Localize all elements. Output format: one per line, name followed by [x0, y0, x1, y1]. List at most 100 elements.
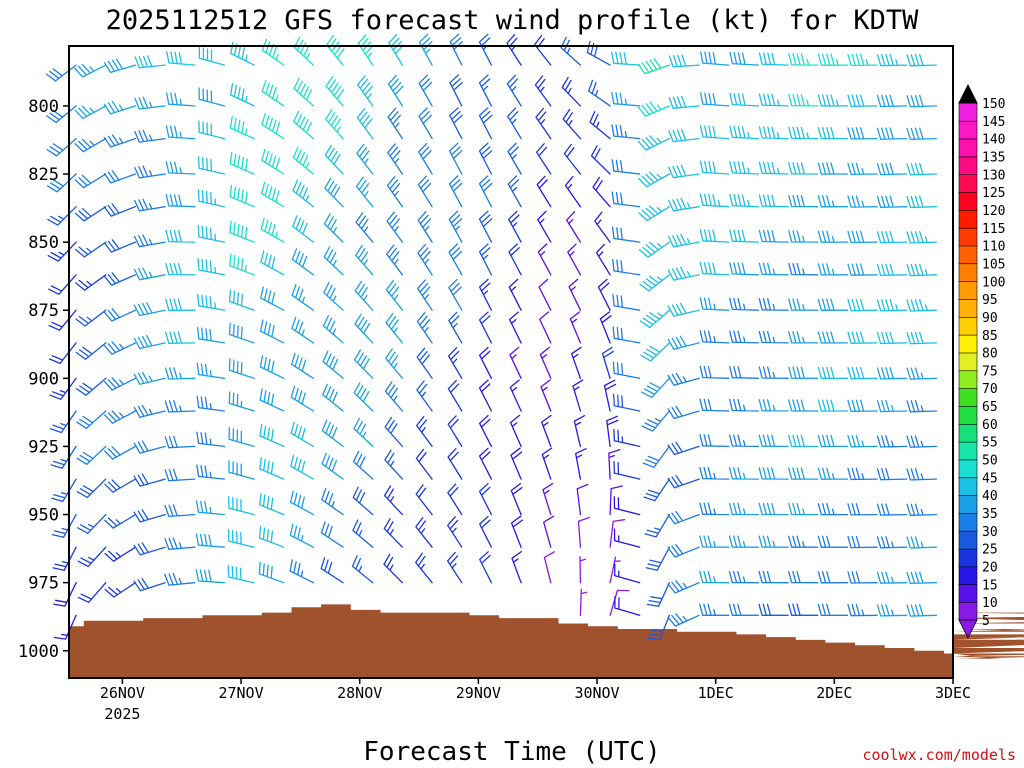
wind-barb — [260, 217, 285, 243]
wind-barb — [611, 124, 641, 140]
wind-barb — [537, 210, 552, 243]
wind-barb — [325, 109, 344, 140]
wind-barb — [609, 589, 630, 616]
wind-barb — [508, 243, 522, 276]
credit-link[interactable]: coolwx.com/models — [862, 746, 1016, 764]
wind-barb — [198, 87, 226, 107]
wind-barb — [644, 513, 671, 538]
colorbar-label: 100 — [982, 275, 1005, 290]
colorbar-swatch — [958, 227, 978, 247]
wind-barb — [383, 518, 404, 548]
wind-barb — [230, 41, 255, 66]
wind-barb — [104, 445, 137, 460]
wind-barb — [817, 571, 849, 584]
colorbar-label: 50 — [982, 454, 998, 469]
wind-barb — [351, 555, 374, 584]
wind-barb — [53, 614, 77, 640]
wind-barb — [561, 76, 582, 107]
wind-barb — [46, 105, 77, 124]
wind-barb — [258, 525, 285, 548]
wind-barb — [817, 366, 849, 380]
wind-barb — [847, 230, 878, 244]
wind-barb — [196, 326, 226, 344]
wind-barb — [758, 330, 789, 344]
wind-barb — [103, 58, 137, 74]
colorbar-swatch — [958, 334, 978, 354]
wind-barb — [133, 440, 166, 454]
wind-barb — [847, 195, 878, 208]
wind-barb — [196, 362, 226, 379]
wind-barb — [788, 434, 819, 448]
wind-barb — [290, 385, 315, 412]
wind-barb — [758, 467, 789, 480]
wind-barb — [906, 503, 938, 516]
colorbar-swatch — [958, 477, 978, 496]
colorbar-swatch — [958, 370, 978, 389]
wind-barb — [478, 142, 493, 175]
wind-barb — [133, 542, 166, 556]
wind-barb — [906, 94, 938, 108]
wind-barb — [637, 58, 671, 75]
wind-barb — [699, 502, 730, 516]
wind-barb — [906, 571, 938, 585]
wind-barb — [165, 331, 196, 344]
wind-barb — [74, 105, 107, 120]
wind-barb — [876, 127, 908, 140]
wind-barb — [788, 194, 819, 208]
wind-barb — [479, 551, 493, 584]
wind-barb — [507, 107, 522, 140]
colorbar-label: 25 — [982, 543, 998, 558]
wind-barb — [876, 195, 908, 208]
wind-barb — [103, 101, 137, 115]
wind-barb — [699, 160, 730, 175]
wind-barb — [610, 51, 641, 66]
wind-barb — [133, 335, 166, 350]
wind-barb — [668, 54, 700, 68]
wind-barb — [906, 263, 938, 277]
wind-barb — [289, 559, 315, 584]
wind-barb — [76, 445, 107, 465]
wind-barb — [356, 143, 374, 175]
wind-barb — [511, 550, 522, 584]
wind-barb — [228, 427, 255, 448]
wind-barb — [354, 280, 374, 311]
wind-barb — [876, 536, 908, 549]
wind-barb — [357, 75, 374, 107]
wind-barb — [758, 262, 789, 276]
wind-barb — [447, 415, 463, 448]
wind-barb — [612, 326, 641, 344]
wind-barb — [478, 243, 493, 276]
wind-barb — [758, 194, 789, 208]
wind-barb — [612, 293, 641, 311]
wind-barb — [165, 194, 196, 208]
wind-barb — [667, 266, 700, 281]
wind-barb — [729, 51, 760, 66]
wind-barb — [291, 248, 315, 276]
wind-barb — [195, 533, 226, 548]
wind-barb — [510, 447, 523, 480]
colorbar-label: 20 — [982, 561, 998, 576]
wind-barb — [165, 125, 196, 140]
wind-barb — [75, 377, 107, 396]
wind-barb — [166, 51, 196, 66]
wind-barb — [876, 467, 908, 481]
wind-barb — [261, 38, 285, 66]
wind-barb — [321, 488, 344, 516]
wind-barb — [478, 414, 493, 448]
wind-barb — [197, 224, 226, 243]
wind-barb — [758, 161, 789, 175]
wind-barb — [575, 448, 587, 480]
wind-barb — [847, 127, 878, 140]
wind-barb — [645, 546, 671, 571]
wind-barb — [133, 302, 166, 317]
wind-barb — [667, 335, 700, 350]
wind-barb — [847, 53, 878, 67]
wind-barb — [613, 461, 641, 480]
wind-barb — [614, 595, 641, 616]
wind-barb — [416, 312, 433, 344]
y-tick-label: 850 — [28, 233, 59, 253]
wind-barb — [228, 289, 255, 311]
wind-barb — [387, 143, 404, 175]
wind-barb — [133, 267, 166, 281]
wind-barb — [197, 156, 226, 175]
